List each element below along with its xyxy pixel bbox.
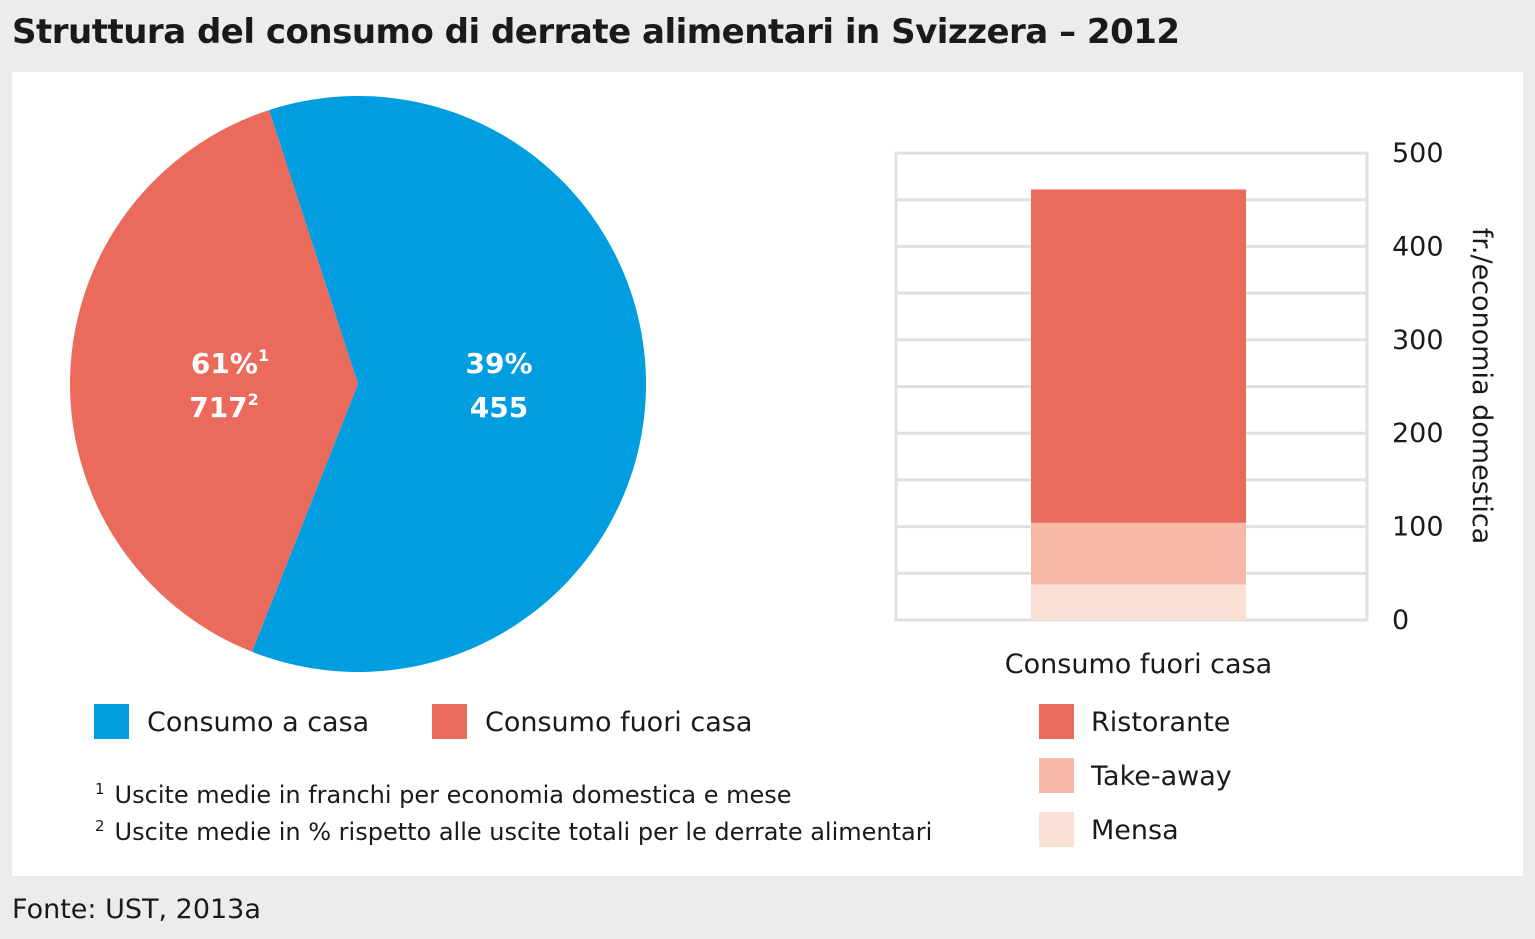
pie-legend-swatch-2 — [432, 704, 467, 739]
pie-slice-consumo-a-casa — [251, 96, 646, 673]
bar-segment-mensa — [1031, 584, 1246, 620]
pie-legend-swatch-1 — [94, 704, 129, 739]
pie-value-mark: 2 — [248, 390, 259, 409]
pie-percent-label-1: 61%1 — [191, 346, 269, 380]
y-tick-label-200: 200 — [1392, 418, 1444, 449]
pie-percent-mark: 1 — [258, 346, 269, 365]
y-axis-label: fr./economia domestica — [1466, 228, 1497, 544]
footnote-2-text: Uscite medie in % rispetto alle uscite t… — [114, 818, 933, 846]
y-tick-label-0: 0 — [1392, 605, 1409, 636]
source-note: Fonte: UST, 2013a — [12, 894, 261, 925]
bar-segment-take-away — [1031, 522, 1246, 585]
bar-segment-ristorante — [1031, 189, 1246, 523]
y-tick-label-100: 100 — [1392, 512, 1444, 543]
x-category-label: Consumo fuori casa — [1005, 649, 1272, 680]
bar-legend-label-2: Take-away — [1090, 761, 1232, 792]
y-tick-label-500: 500 — [1392, 138, 1444, 169]
bar-legend-swatch-2 — [1039, 758, 1074, 793]
footnote-1-mark: 1 — [95, 780, 105, 798]
bar-legend-swatch-3 — [1039, 812, 1074, 847]
y-tick-label-300: 300 — [1392, 325, 1444, 356]
pie-legend-label-2: Consumo fuori casa — [485, 707, 752, 738]
footnote-2: 2 Uscite medie in % rispetto alle uscite … — [95, 817, 932, 846]
pie-slice-consumo-fuori-casa — [69, 110, 358, 652]
footnote-1-text: Uscite medie in franchi per economia dom… — [114, 781, 792, 809]
pie-percent-label-2: 39% — [465, 347, 532, 380]
pie-value-label-2: 455 — [470, 391, 528, 424]
bar-legend-label-3: Mensa — [1091, 815, 1179, 846]
pie-value-label-1: 7172 — [189, 390, 259, 424]
footnote-2-mark: 2 — [95, 817, 105, 835]
footnote-1: 1 Uscite medie in franchi per economia do… — [95, 780, 792, 809]
pie-legend-label-1: Consumo a casa — [147, 707, 369, 738]
y-tick-label-400: 400 — [1392, 231, 1444, 262]
chart-title: Struttura del consumo di derrate aliment… — [12, 12, 1180, 52]
bar-legend-label-1: Ristorante — [1091, 707, 1230, 738]
bar-legend-swatch-1 — [1039, 704, 1074, 739]
